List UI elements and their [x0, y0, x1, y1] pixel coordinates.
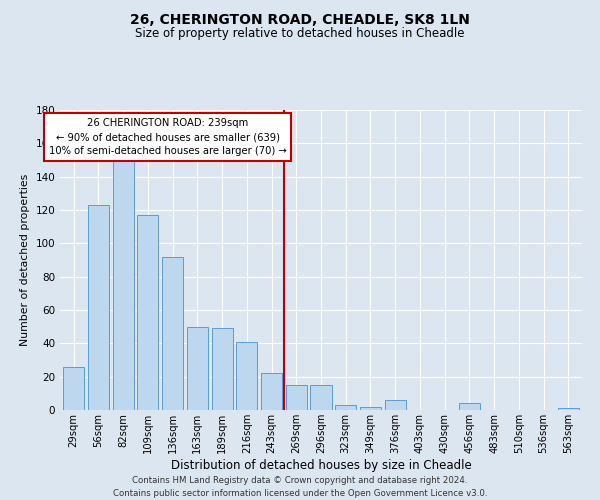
Bar — [335, 405, 356, 410]
Bar — [360, 406, 381, 410]
Bar — [137, 215, 158, 410]
Y-axis label: Number of detached properties: Number of detached properties — [20, 174, 30, 346]
Bar — [261, 374, 282, 410]
Bar — [558, 408, 579, 410]
Bar — [187, 326, 208, 410]
Bar — [459, 404, 480, 410]
Bar — [385, 400, 406, 410]
Bar — [286, 385, 307, 410]
Text: Contains HM Land Registry data © Crown copyright and database right 2024.
Contai: Contains HM Land Registry data © Crown c… — [113, 476, 487, 498]
Bar — [162, 256, 183, 410]
Bar — [113, 160, 134, 410]
Bar — [212, 328, 233, 410]
X-axis label: Distribution of detached houses by size in Cheadle: Distribution of detached houses by size … — [170, 458, 472, 471]
Bar — [63, 366, 84, 410]
Bar — [88, 205, 109, 410]
Text: 26, CHERINGTON ROAD, CHEADLE, SK8 1LN: 26, CHERINGTON ROAD, CHEADLE, SK8 1LN — [130, 12, 470, 26]
Bar — [236, 342, 257, 410]
Bar — [310, 385, 332, 410]
Text: 26 CHERINGTON ROAD: 239sqm
← 90% of detached houses are smaller (639)
10% of sem: 26 CHERINGTON ROAD: 239sqm ← 90% of deta… — [49, 118, 286, 156]
Text: Size of property relative to detached houses in Cheadle: Size of property relative to detached ho… — [135, 28, 465, 40]
